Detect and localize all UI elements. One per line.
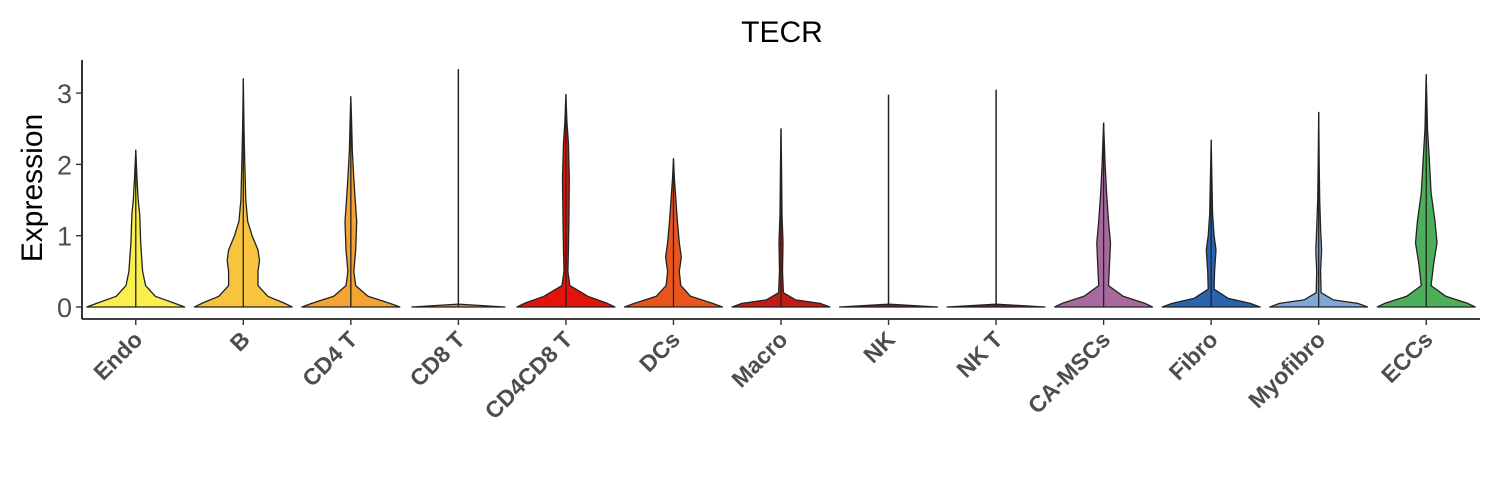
x-tick-label: NK T bbox=[951, 326, 1007, 382]
chart-title: TECR bbox=[741, 16, 823, 49]
x-tick-label: Endo bbox=[88, 326, 147, 385]
x-tick-label: ECCs bbox=[1376, 326, 1438, 388]
x-tick-label: DCs bbox=[634, 326, 685, 377]
y-tick-label: 3 bbox=[57, 79, 72, 109]
violins-layer bbox=[86, 68, 1476, 308]
y-tick-label: 1 bbox=[57, 222, 72, 252]
x-tick-label: Macro bbox=[726, 326, 792, 392]
x-tick-label: Myofibro bbox=[1243, 326, 1330, 413]
x-axis: Endo B CD4 T CD8 T CD4CD8 T DCs Macro NK NK T CA-… bbox=[82, 318, 1480, 424]
x-tick-label: B bbox=[225, 326, 255, 356]
y-axis: 0 1 2 3 bbox=[57, 60, 83, 323]
y-axis-label: Expression bbox=[16, 114, 49, 262]
x-tick-label: CD4 T bbox=[297, 326, 362, 391]
x-tick-label: CA-MSCs bbox=[1023, 326, 1115, 418]
x-tick-label: Fibro bbox=[1164, 326, 1223, 385]
x-tick-label: CD8 T bbox=[405, 326, 470, 391]
x-tick-label: CD4CD8 T bbox=[480, 326, 578, 424]
y-tick-label: 0 bbox=[57, 293, 72, 323]
x-tick-label: NK bbox=[858, 326, 900, 368]
y-tick-label: 2 bbox=[57, 150, 72, 180]
